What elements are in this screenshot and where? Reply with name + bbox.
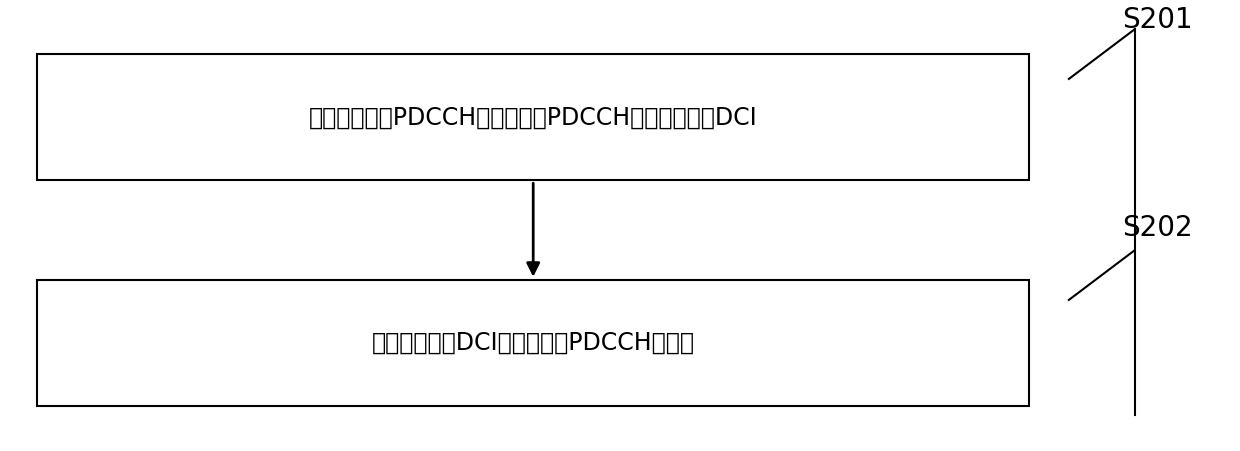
Text: S201: S201 bbox=[1122, 6, 1193, 34]
Text: S202: S202 bbox=[1122, 214, 1193, 242]
Text: 终端根据第一DCI，确定第二PDCCH的检测: 终端根据第一DCI，确定第二PDCCH的检测 bbox=[372, 331, 694, 355]
Bar bbox=[37, 280, 1029, 406]
Text: 终端检测第一PDCCH，获得第一PDCCH上承载的第一DCI: 终端检测第一PDCCH，获得第一PDCCH上承载的第一DCI bbox=[309, 105, 758, 129]
Bar bbox=[37, 54, 1029, 180]
